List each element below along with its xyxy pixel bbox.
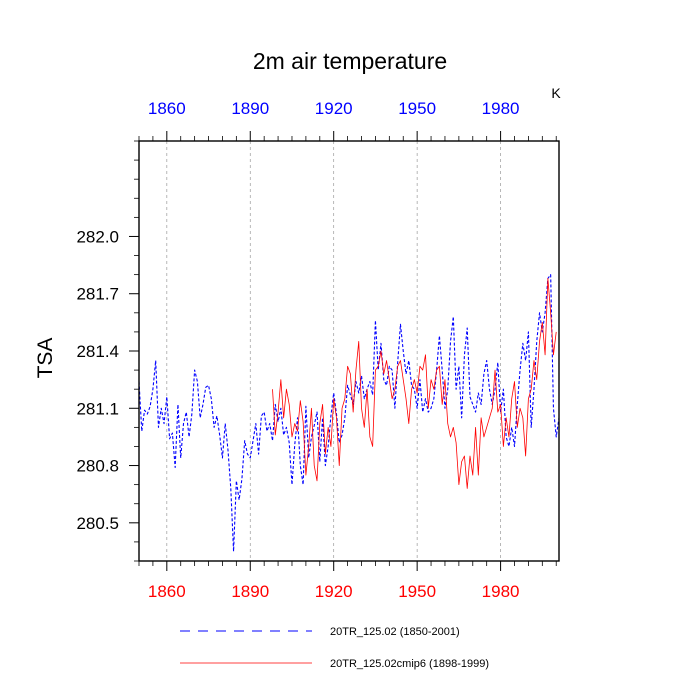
y-axis-label: TSA xyxy=(34,338,57,379)
y-tick-label: 280.5 xyxy=(76,514,119,533)
x-tick-label-bottom: 1860 xyxy=(148,582,186,601)
legend: 20TR_125.02 (1850-2001) 20TR_125.02cmip6… xyxy=(180,626,489,670)
x-tick-label-top: 1950 xyxy=(398,99,436,118)
y-tick-label: 282.0 xyxy=(76,227,119,246)
series-line-2 xyxy=(272,278,557,489)
x-tick-label-top: 1890 xyxy=(231,99,269,118)
y-tick-label: 281.4 xyxy=(76,342,119,361)
series-layer xyxy=(138,274,560,553)
series-line-1 xyxy=(138,274,560,553)
axes: 1860 1860 1890 1890 1920 1920 1950 1950 1980 1980… xyxy=(76,99,557,601)
gridlines xyxy=(166,141,501,561)
y-tick-label: 280.8 xyxy=(76,457,119,476)
x-tick-label-bottom: 1920 xyxy=(315,582,353,601)
x-tick-label-top: 1980 xyxy=(482,99,520,118)
x-tick-label-top: 1920 xyxy=(315,99,353,118)
x-tick-label-bottom: 1890 xyxy=(231,582,269,601)
x-tick-label-top: 1860 xyxy=(148,99,186,118)
chart-title: 2m air temperature xyxy=(253,48,447,74)
x-tick-label-bottom: 1950 xyxy=(398,582,436,601)
legend-label-2: 20TR_125.02cmip6 (1898-1999) xyxy=(330,658,489,670)
plot-frame xyxy=(138,140,560,562)
units-label: K xyxy=(551,85,561,101)
y-tick-label: 281.7 xyxy=(76,285,119,304)
legend-label-1: 20TR_125.02 (1850-2001) xyxy=(330,626,460,638)
x-tick-label-bottom: 1980 xyxy=(482,582,520,601)
y-tick-label: 281.1 xyxy=(76,399,119,418)
